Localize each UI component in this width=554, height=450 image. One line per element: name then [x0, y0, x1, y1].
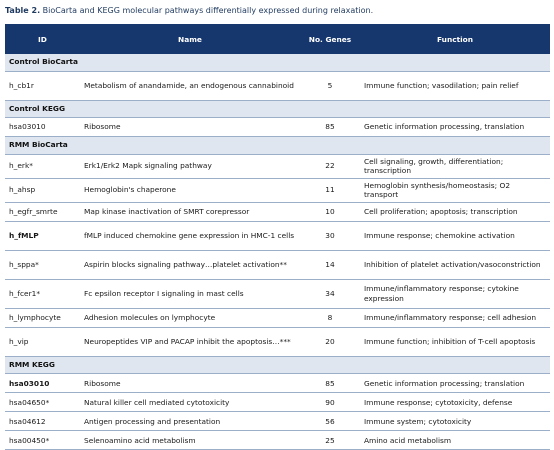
cell-id: hsa03010 — [5, 373, 80, 394]
cell-name: Ribosome — [80, 117, 300, 137]
table-row: h_cb1r Metabolism of anandamide, an endo… — [5, 71, 550, 101]
cell-id: h_vip — [5, 327, 80, 357]
cell-genes: 34 — [300, 279, 360, 309]
cell-name: Aspirin blocks signaling pathway…platele… — [80, 250, 300, 280]
cell-function: Immune response; chemokine activation — [360, 221, 550, 251]
table-row: h_ahsp Hemoglobin's chaperone 11 Hemoglo… — [5, 178, 550, 203]
cell-name: Erk1/Erk2 Mapk signaling pathway — [80, 154, 300, 179]
cell-function: Genetic information processing, translat… — [360, 117, 550, 137]
cell-genes: 8 — [300, 308, 360, 328]
cell-name: Map kinase inactivation of SMRT corepres… — [80, 202, 300, 222]
table-row: h_vip Neuropeptides VIP and PACAP inhibi… — [5, 327, 550, 357]
cell-id: h_lymphocyte — [5, 308, 80, 328]
cell-function: Immune/inflammatory response; cytokine e… — [360, 279, 550, 309]
caption-text: BioCarta and KEGG molecular pathways dif… — [42, 6, 374, 15]
cell-name: Selenoamino acid metabolism — [80, 430, 300, 450]
cell-function: Immune function; inhibition of T-cell ap… — [360, 327, 550, 357]
cell-name: fMLP induced chemokine gene expression i… — [80, 221, 300, 251]
cell-name: Fc epsilon receptor I signaling in mast … — [80, 279, 300, 309]
section-row: RMM KEGG — [5, 356, 550, 375]
section-row: Control BioCarta — [5, 54, 550, 72]
cell-id: hsa03010 — [5, 117, 80, 137]
cell-name: Adhesion molecules on lymphocyte — [80, 308, 300, 328]
cell-name: Ribosome — [80, 373, 300, 394]
cell-id: h_ahsp — [5, 178, 80, 203]
header-row: ID Name No. Genes Function — [5, 24, 550, 54]
cell-function: Inhibition of platelet activation/vasoco… — [360, 250, 550, 280]
column-header-id: ID — [5, 24, 80, 54]
cell-function: Cell signaling, growth, differentiation;… — [360, 154, 550, 179]
cell-name: Neuropeptides VIP and PACAP inhibit the … — [80, 327, 300, 357]
table-caption: Table 2. BioCarta and KEGG molecular pat… — [5, 3, 550, 18]
cell-genes: 10 — [300, 202, 360, 222]
cell-id: hsa00450* — [5, 430, 80, 450]
table-row: hsa03010 Ribosome 85 Genetic information… — [5, 373, 550, 394]
cell-id: h_erk* — [5, 154, 80, 179]
cell-function: Genetic information processing; translat… — [360, 373, 550, 394]
section-row: RMM BioCarta — [5, 136, 550, 155]
table-row: hsa00450* Selenoamino acid metabolism 25… — [5, 430, 550, 450]
cell-genes: 85 — [300, 373, 360, 394]
cell-genes: 5 — [300, 71, 360, 101]
cell-id: hsa04650* — [5, 392, 80, 413]
section-title: RMM BioCarta — [5, 136, 550, 155]
section-title: Control BioCarta — [5, 54, 550, 72]
table-row: h_erk* Erk1/Erk2 Mapk signaling pathway … — [5, 154, 550, 179]
column-header-function: Function — [360, 24, 550, 54]
cell-function: Immune response; cytotoxicity, defense — [360, 392, 550, 413]
cell-function: Hemoglobin synthesis/homeostasis; O2 tra… — [360, 178, 550, 203]
cell-genes: 20 — [300, 327, 360, 357]
cell-function: Cell proliferation; apoptosis; transcrip… — [360, 202, 550, 222]
cell-id: h_fMLP — [5, 221, 80, 251]
cell-function: Amino acid metabolism — [360, 430, 550, 450]
cell-function: Immune/inflammatory response; cell adhes… — [360, 308, 550, 328]
table-row: h_fMLP fMLP induced chemokine gene expre… — [5, 221, 550, 251]
cell-genes: 14 — [300, 250, 360, 280]
cell-id: h_sppa* — [5, 250, 80, 280]
table-row: h_fcer1* Fc epsilon receptor I signaling… — [5, 279, 550, 309]
cell-genes: 25 — [300, 430, 360, 450]
table-row: h_sppa* Aspirin blocks signaling pathway… — [5, 250, 550, 280]
cell-id: h_cb1r — [5, 71, 80, 101]
cell-id: h_egfr_smrte — [5, 202, 80, 222]
cell-genes: 11 — [300, 178, 360, 203]
section-title: RMM KEGG — [5, 356, 550, 375]
table-row: hsa03010 Ribosome 85 Genetic information… — [5, 117, 550, 137]
cell-id: h_fcer1* — [5, 279, 80, 309]
cell-name: Hemoglobin's chaperone — [80, 178, 300, 203]
table-figure: Table 2. BioCarta and KEGG molecular pat… — [5, 3, 550, 450]
cell-genes: 85 — [300, 117, 360, 137]
cell-genes: 90 — [300, 392, 360, 413]
cell-genes: 30 — [300, 221, 360, 251]
caption-label: Table 2. — [5, 6, 41, 15]
cell-name: Metabolism of anandamide, an endogenous … — [80, 71, 300, 101]
table-row: h_egfr_smrte Map kinase inactivation of … — [5, 202, 550, 222]
cell-function: Immune function; vasodilation; pain reli… — [360, 71, 550, 101]
column-header-name: Name — [80, 24, 300, 54]
table-row: hsa04650* Natural killer cell mediated c… — [5, 392, 550, 413]
cell-name: Natural killer cell mediated cytotoxicit… — [80, 392, 300, 413]
cell-genes: 22 — [300, 154, 360, 179]
section-title: Control KEGG — [5, 100, 550, 118]
pathways-table: ID Name No. Genes Function Control BioCa… — [5, 24, 550, 450]
section-row: Control KEGG — [5, 100, 550, 118]
column-header-genes: No. Genes — [300, 24, 360, 54]
table-row: h_lymphocyte Adhesion molecules on lymph… — [5, 308, 550, 328]
